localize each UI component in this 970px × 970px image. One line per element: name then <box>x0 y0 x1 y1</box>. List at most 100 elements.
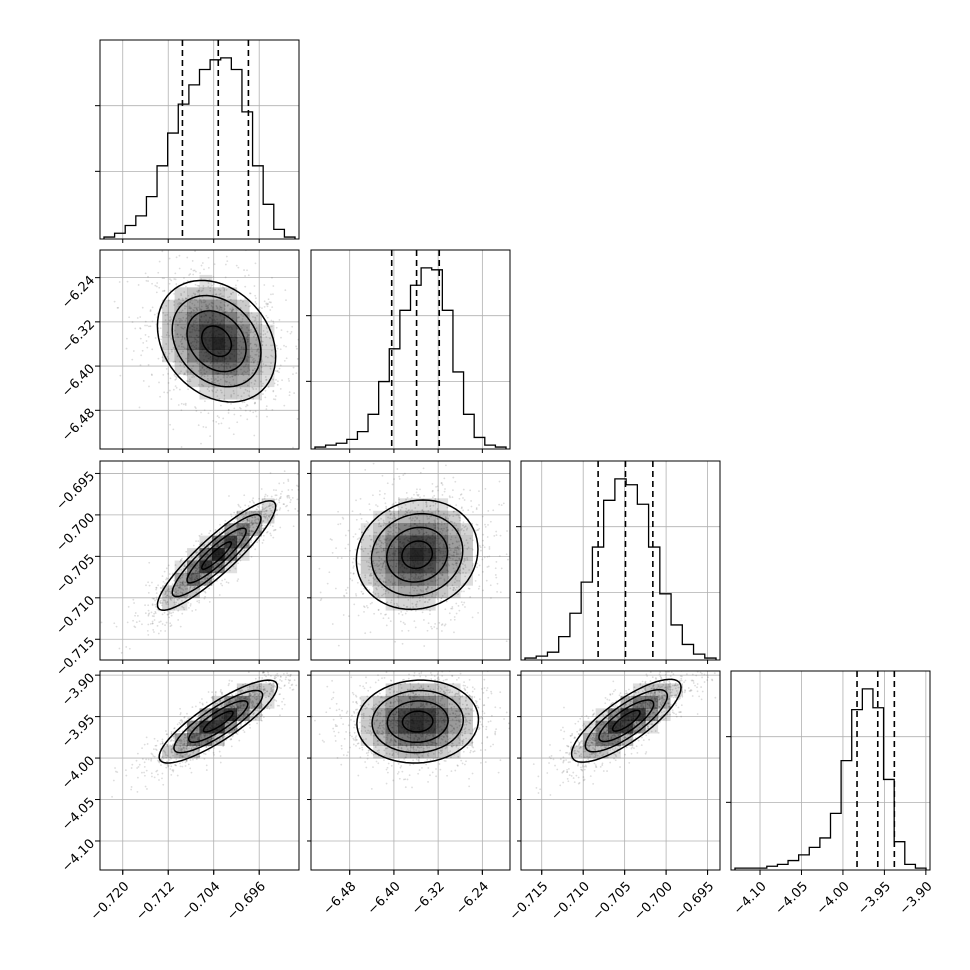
scatter-point <box>451 605 454 608</box>
scatter-point <box>278 319 281 321</box>
scatter-point <box>466 548 469 550</box>
scatter-point <box>181 760 184 763</box>
scatter-point <box>343 594 345 597</box>
scatter-point <box>191 727 194 730</box>
scatter-point <box>406 605 409 608</box>
scatter-point <box>143 765 146 768</box>
scatter-point <box>302 649 304 651</box>
scatter-point <box>373 531 376 534</box>
scatter-point <box>214 378 217 380</box>
scatter-point <box>447 577 450 580</box>
scatter-point <box>166 594 169 597</box>
scatter-point <box>220 571 222 574</box>
scatter-point <box>190 556 193 559</box>
scatter-point <box>250 541 253 544</box>
scatter-point <box>459 557 462 560</box>
scatter-point <box>207 574 210 577</box>
scatter-point <box>378 564 381 567</box>
scatter-point <box>239 306 242 309</box>
scatter-point <box>252 530 255 533</box>
density-cell <box>422 510 436 524</box>
scatter-point <box>459 572 462 575</box>
scatter-point <box>364 574 367 577</box>
scatter-point <box>178 586 180 589</box>
scatter-point <box>174 378 177 381</box>
scatter-point <box>412 606 415 608</box>
scatter-point <box>426 517 429 520</box>
scatter-point <box>426 505 428 507</box>
scatter-point <box>242 516 245 518</box>
scatter-point <box>431 482 434 485</box>
scatter-point <box>467 509 470 512</box>
scatter-point <box>252 316 254 318</box>
scatter-point <box>227 721 229 724</box>
scatter-point <box>276 383 279 386</box>
scatter-point <box>183 736 186 739</box>
scatter-point <box>179 560 182 563</box>
scatter-point <box>494 574 497 576</box>
scatter-point <box>279 507 282 510</box>
scatter-point <box>385 613 388 616</box>
scatter-point <box>483 556 486 559</box>
scatter-point <box>198 289 200 292</box>
scatter-point <box>289 501 292 504</box>
scatter-point <box>200 308 203 311</box>
scatter-point <box>88 302 90 304</box>
scatter-point <box>193 561 196 564</box>
scatter-point <box>227 722 230 725</box>
scatter-point <box>159 327 162 330</box>
scatter-point <box>398 528 401 531</box>
scatter-point <box>384 590 387 593</box>
scatter-point <box>434 502 437 505</box>
scatter-point <box>372 494 374 497</box>
scatter-point <box>168 319 171 322</box>
scatter-point <box>197 714 200 717</box>
scatter-point <box>173 278 176 280</box>
scatter-point <box>423 601 426 604</box>
scatter-point <box>244 539 246 542</box>
scatter-point <box>217 563 219 566</box>
scatter-point <box>255 344 258 346</box>
scatter-point <box>362 592 365 595</box>
scatter-point <box>161 623 164 625</box>
scatter-point <box>425 501 427 504</box>
scatter-point <box>348 615 350 618</box>
scatter-point <box>168 299 170 302</box>
scatter-point <box>165 621 168 624</box>
scatter-point <box>500 504 503 507</box>
scatter-point <box>452 586 455 589</box>
scatter-point <box>191 610 194 612</box>
scatter-point <box>175 593 178 596</box>
scatter-point <box>177 303 179 305</box>
scatter-point <box>185 574 188 577</box>
scatter-point <box>212 542 215 544</box>
scatter-point <box>143 771 145 774</box>
scatter-point <box>199 308 202 311</box>
scatter-point <box>378 537 381 540</box>
scatter-point <box>250 361 253 363</box>
scatter-point <box>248 292 251 295</box>
scatter-point <box>222 743 225 746</box>
scatter-point <box>250 521 252 524</box>
histogram-panel-2 <box>516 460 721 661</box>
scatter-point <box>431 490 434 493</box>
scatter-point <box>206 377 209 380</box>
scatter-point <box>216 579 218 582</box>
scatter-point <box>488 555 491 558</box>
scatter-point <box>470 500 473 502</box>
scatter-point <box>456 562 458 565</box>
scatter-point <box>359 512 362 515</box>
scatter-point <box>296 418 299 420</box>
scatter-point <box>252 357 255 360</box>
scatter-point <box>417 504 420 506</box>
scatter-point <box>273 498 276 501</box>
scatter-point <box>394 583 397 586</box>
scatter-point <box>221 529 224 532</box>
scatter-point <box>448 543 451 546</box>
scatter-point <box>467 546 470 549</box>
scatter-point <box>287 509 290 512</box>
scatter-point <box>370 574 373 577</box>
scatter-point <box>436 485 439 488</box>
scatter-point <box>286 496 289 499</box>
scatter-point <box>184 585 186 588</box>
